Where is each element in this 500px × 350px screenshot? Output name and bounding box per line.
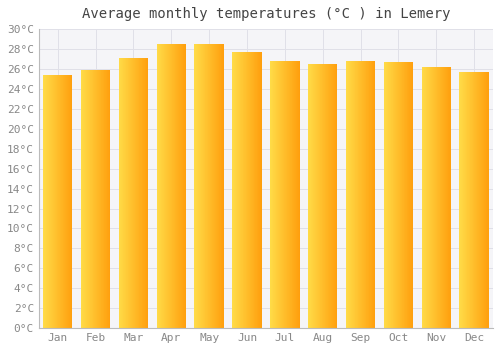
Title: Average monthly temperatures (°C ) in Lemery: Average monthly temperatures (°C ) in Le… bbox=[82, 7, 450, 21]
